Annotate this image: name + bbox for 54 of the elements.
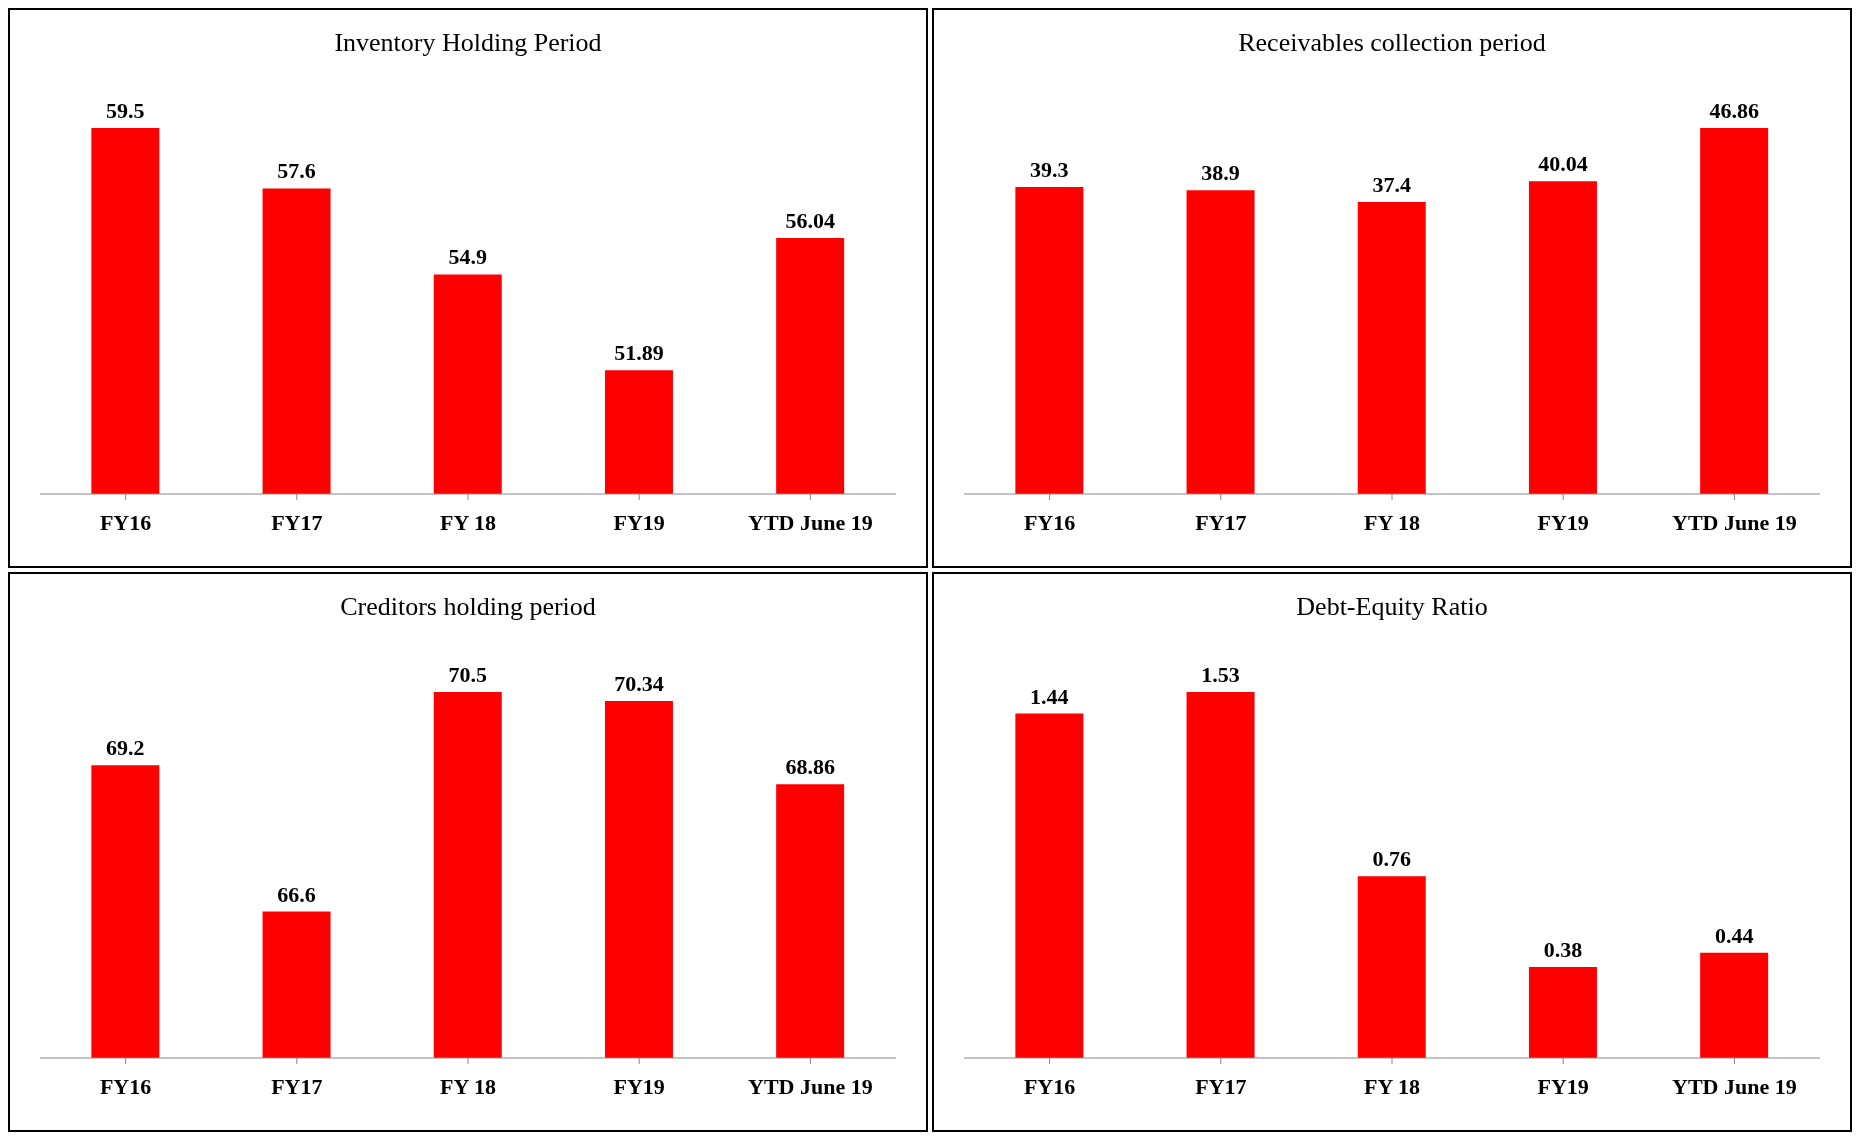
data-label: 0.76 [1372,846,1412,872]
data-label: 56.04 [785,208,835,234]
data-label: 57.6 [277,158,316,184]
x-tick-label: FY16 [1023,509,1076,535]
data-label: 51.89 [614,340,664,366]
chart-title: Creditors holding period [339,591,597,623]
bar [1357,876,1426,1058]
x-tick-label: YTD June 19 [748,1073,873,1099]
x-tick-label: FY16 [99,509,152,535]
x-tick-label: YTD June 19 [748,509,873,535]
x-tick-label: FY 18 [1363,1073,1421,1099]
x-tick-label: FY16 [1023,1073,1076,1099]
x-tick-label: FY19 [613,509,665,535]
bar [1700,128,1769,494]
data-label: 59.5 [106,98,145,123]
data-label: 66.6 [277,881,316,907]
chart-title: Debt-Equity Ratio [1295,591,1489,623]
x-tick-label: FY17 [1195,1073,1247,1099]
chart-title: Inventory Holding Period [333,27,603,59]
x-tick-label: FY17 [1195,509,1247,535]
data-label: 70.34 [614,671,664,697]
x-tick-label: FY 18 [439,509,497,535]
bar [1357,201,1426,494]
chart-title: Receivables collection period [1237,27,1547,59]
data-label: 40.04 [1538,151,1588,177]
bar [1700,952,1769,1058]
x-tick-label: FY19 [1537,1073,1589,1099]
data-label: 0.44 [1714,922,1754,948]
data-label: 39.3 [1030,157,1069,183]
data-label: 1.44 [1030,683,1069,709]
x-tick-label: YTD June 19 [1672,509,1797,535]
x-tick-label: FY16 [99,1073,152,1099]
bar [1186,692,1255,1058]
data-label: 46.86 [1709,98,1759,123]
data-label: 68.86 [785,754,835,780]
data-label: 0.38 [1543,937,1583,963]
data-label: 54.9 [448,244,488,270]
data-label: 37.4 [1372,171,1412,197]
x-tick-label: FY17 [271,509,323,535]
x-tick-label: FY 18 [1363,509,1421,535]
bar [1015,187,1084,494]
data-label: 38.9 [1201,160,1240,186]
bar [1015,713,1084,1058]
data-label: 70.5 [448,662,488,687]
data-label: 69.2 [106,735,145,761]
bar [1528,967,1597,1058]
x-tick-label: YTD June 19 [1672,1073,1797,1099]
bar [1528,181,1597,494]
data-label: 1.53 [1201,662,1240,687]
x-tick-label: FY17 [271,1073,323,1099]
bar [1186,190,1255,494]
x-tick-label: FY 18 [439,1073,497,1099]
x-tick-label: FY19 [613,1073,665,1099]
x-tick-label: FY19 [1537,509,1589,535]
